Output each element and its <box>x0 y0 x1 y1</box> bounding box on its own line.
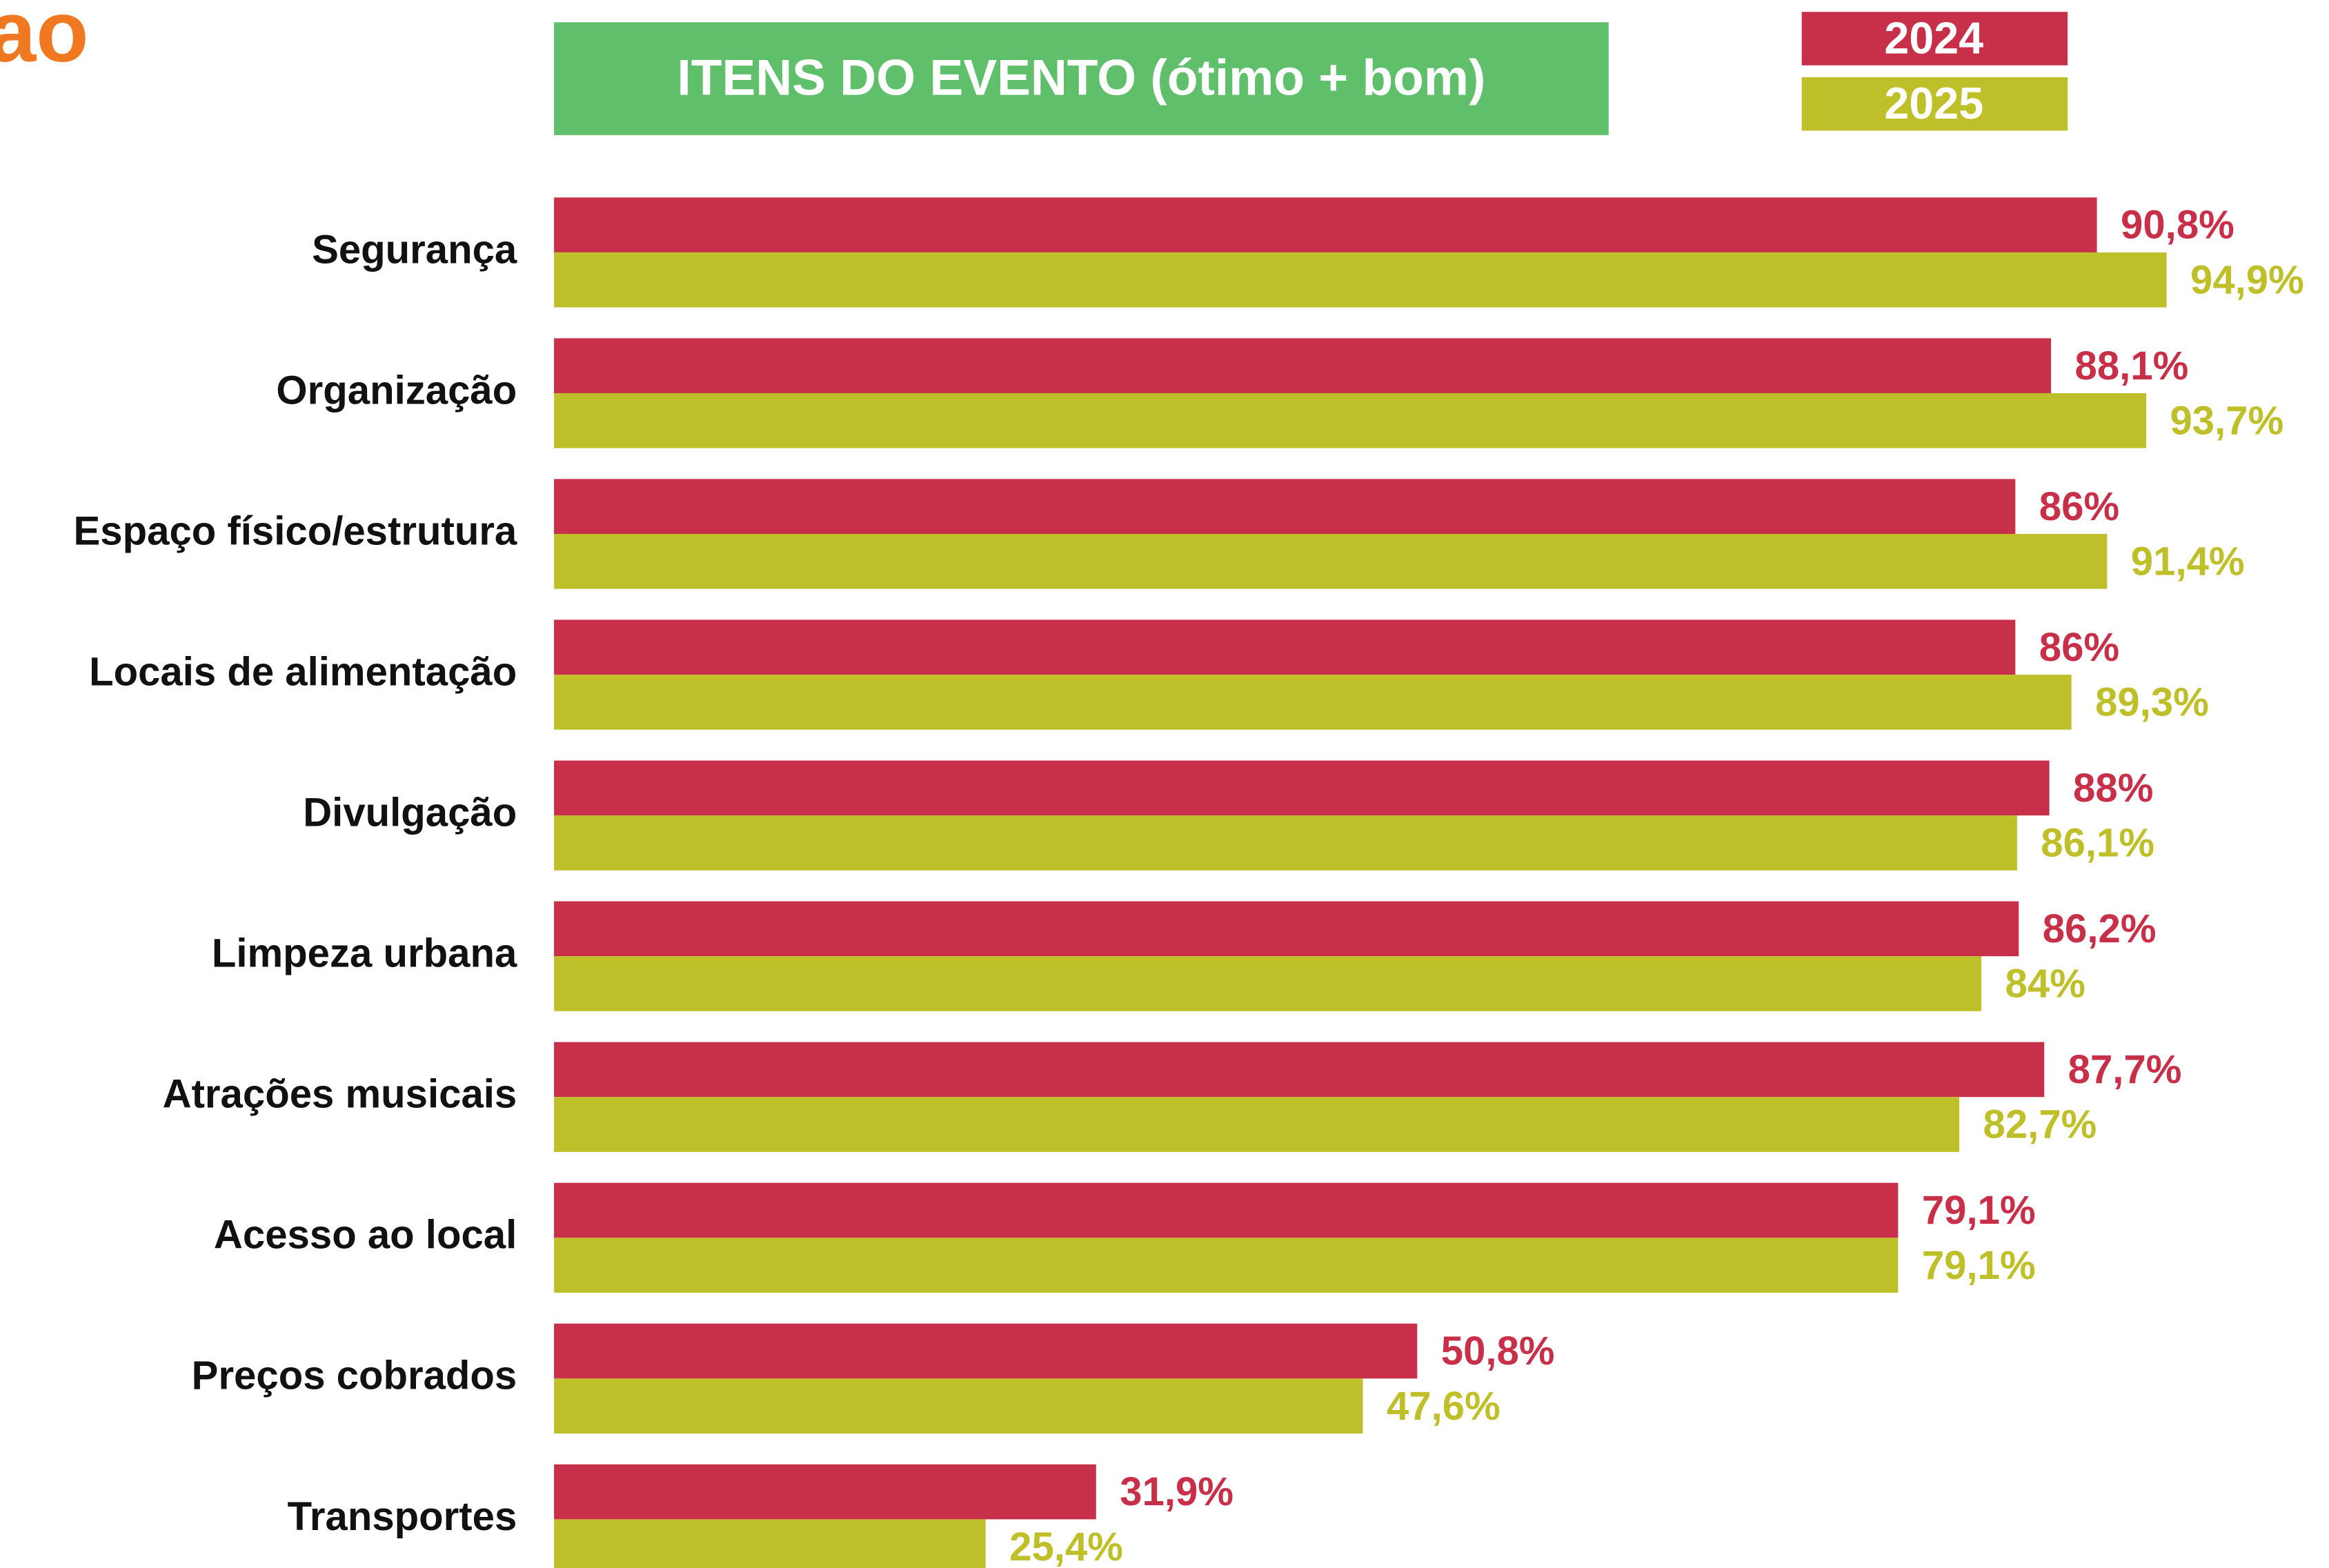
value-label: 25,4% <box>1009 1525 1123 1568</box>
bar <box>554 1182 1899 1238</box>
bar <box>554 1464 1096 1520</box>
chart-title: ITENS DO EVENTO (ótimo + bom) <box>677 50 1485 106</box>
value-label: 79,1% <box>1922 1243 2036 1288</box>
category-label: Segurança <box>312 227 517 272</box>
value-label: 47,6% <box>1387 1384 1500 1429</box>
value-label: 88,1% <box>2075 344 2189 388</box>
bar <box>554 956 1982 1011</box>
category-label: Locais de alimentação <box>89 649 517 694</box>
value-label: 86% <box>2039 484 2119 529</box>
bar <box>554 1042 2045 1098</box>
value-label: 50,8% <box>1441 1329 1555 1373</box>
category-label: Preços cobrados <box>192 1353 517 1398</box>
bar <box>554 338 2052 393</box>
bar <box>554 1097 1960 1152</box>
bar <box>554 1519 986 1568</box>
value-label: 90,8% <box>2121 203 2234 248</box>
legend-swatch <box>1801 77 2068 131</box>
category-label: Limpeza urbana <box>212 931 517 976</box>
bar <box>554 1378 1363 1433</box>
bar <box>554 901 2019 957</box>
category-label: Atrações musicais <box>163 1072 517 1117</box>
bar <box>554 393 2147 448</box>
value-label: 86,1% <box>2041 821 2154 866</box>
bar <box>554 619 2016 675</box>
value-label: 91,4% <box>2131 539 2245 584</box>
category-label: Acesso ao local <box>214 1213 517 1258</box>
value-label: 86,2% <box>2043 906 2157 951</box>
bar <box>554 815 2017 871</box>
value-label: 89,3% <box>2095 680 2209 725</box>
legend-label: 2025 <box>1884 79 1983 128</box>
legend-swatch <box>1801 12 2068 66</box>
bar <box>554 252 2167 308</box>
value-label: 86% <box>2039 625 2119 670</box>
value-label: 88% <box>2073 766 2153 811</box>
bar <box>554 479 2016 535</box>
title-box <box>554 22 1609 135</box>
category-label: Transportes <box>288 1494 517 1539</box>
bar <box>554 1323 1418 1379</box>
bar <box>554 760 2050 816</box>
value-label: 79,1% <box>1922 1188 2036 1233</box>
value-label: 82,7% <box>1983 1102 2097 1147</box>
logo: ao <box>0 0 89 80</box>
bar <box>554 197 2097 252</box>
legend-label: 2024 <box>1884 13 1983 63</box>
value-label: 94,9% <box>2190 257 2304 302</box>
value-label: 93,7% <box>2170 398 2283 443</box>
bar <box>554 1238 1899 1293</box>
category-label: Divulgação <box>303 790 517 835</box>
value-label: 31,9% <box>1120 1469 1233 1514</box>
category-label: Organização <box>276 368 517 413</box>
value-label: 84% <box>2005 962 2085 1006</box>
bar <box>554 534 2108 589</box>
value-label: 87,7% <box>2068 1047 2182 1092</box>
category-label: Espaço físico/estrutura <box>74 508 517 553</box>
bar <box>554 675 2072 730</box>
